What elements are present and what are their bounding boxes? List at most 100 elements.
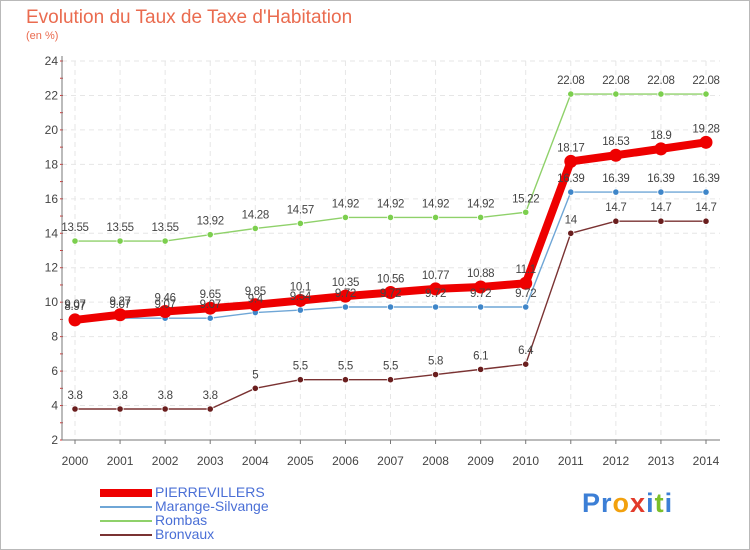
data-point <box>386 213 395 222</box>
data-label: 16.39 <box>692 173 719 185</box>
legend-label: PIERREVILLERS <box>155 484 265 500</box>
data-point <box>702 217 710 225</box>
data-point <box>477 365 485 373</box>
y-tick-label: 2 <box>51 433 58 447</box>
data-label: 3.8 <box>113 390 128 402</box>
logo-letter: x <box>630 488 647 518</box>
data-point <box>206 314 214 322</box>
data-point <box>522 208 530 216</box>
data-label: 14.7 <box>605 202 626 214</box>
x-tick-label: 2013 <box>648 454 675 468</box>
legend-label: Rombas <box>155 512 208 528</box>
data-point <box>612 217 620 225</box>
data-label: 14.92 <box>377 198 404 210</box>
data-point <box>206 231 214 239</box>
y-tick-label: 4 <box>51 399 58 413</box>
data-label: 9.07 <box>155 299 176 311</box>
data-label: 3.8 <box>203 390 218 402</box>
data-point <box>248 298 262 312</box>
data-label: 9.72 <box>335 288 356 300</box>
logo-letter: r <box>601 488 613 518</box>
data-point <box>609 148 623 162</box>
data-label: 18.9 <box>650 130 671 142</box>
data-point <box>519 276 533 290</box>
series-group <box>68 90 713 413</box>
y-tick-label: 22 <box>45 88 59 102</box>
data-point <box>567 90 575 98</box>
data-label: 14.92 <box>332 198 359 210</box>
data-label: 14.28 <box>242 209 269 221</box>
data-point <box>567 188 575 196</box>
data-label: 22.08 <box>647 75 674 87</box>
x-tick-label: 2008 <box>422 454 449 468</box>
data-label: 9.4 <box>248 294 264 306</box>
data-point <box>116 405 124 413</box>
data-label: 9.07 <box>64 299 85 311</box>
data-point <box>68 313 82 327</box>
data-point <box>386 376 395 384</box>
data-point <box>657 188 665 196</box>
chart-title: Evolution du Taux de Taxe d'Habitation <box>26 7 353 28</box>
legend-item: Marange-Silvange <box>100 498 360 514</box>
y-tick-label: 6 <box>51 364 58 378</box>
data-label: 5.5 <box>383 361 398 373</box>
data-point <box>431 303 440 311</box>
data-point <box>702 188 710 196</box>
chart-subtitle: (en %) <box>26 30 59 42</box>
data-point <box>71 237 79 245</box>
data-label: 9.85 <box>245 286 266 298</box>
legend-item: PIERREVILLERS <box>100 484 360 500</box>
data-label: 9.65 <box>200 289 221 301</box>
data-point <box>702 90 710 98</box>
data-label: 14.57 <box>287 204 314 216</box>
data-label: 5.5 <box>293 361 308 373</box>
legend-swatch <box>100 520 152 522</box>
data-label: 14.7 <box>695 202 716 214</box>
data-point <box>657 217 665 225</box>
data-point <box>116 237 124 245</box>
data-label: 9.72 <box>380 288 401 300</box>
data-label: 9.07 <box>109 299 130 311</box>
y-tick-label: 14 <box>45 226 59 240</box>
data-label: 16.39 <box>602 173 629 185</box>
data-point <box>384 286 397 300</box>
data-label: 19.28 <box>692 123 719 135</box>
x-tick-label: 2011 <box>558 454 584 468</box>
data-point <box>699 135 713 149</box>
data-point <box>206 405 214 413</box>
data-point <box>161 405 169 413</box>
data-point <box>296 306 304 314</box>
data-label: 9.72 <box>425 288 446 300</box>
data-point <box>612 90 620 98</box>
x-tick-label: 2006 <box>332 454 359 468</box>
data-label: 13.55 <box>152 222 179 234</box>
legend-label: Bronvaux <box>155 526 215 542</box>
x-tick-label: 2010 <box>512 454 539 468</box>
data-point <box>341 376 350 384</box>
data-label: 13.55 <box>61 222 88 234</box>
data-label: 11.1 <box>516 264 536 276</box>
logo-letter: i <box>646 488 655 518</box>
x-tick-label: 2002 <box>152 454 179 468</box>
data-point <box>612 188 620 196</box>
logo-letter: P <box>582 488 602 518</box>
data-point <box>429 282 443 296</box>
data-point <box>251 384 259 392</box>
y-tick-label: 12 <box>45 261 59 275</box>
data-labels: 13.55 13.55 13.55 13.92 14.28 14.57 14.92 14.92… <box>61 75 720 402</box>
legend: PIERREVILLERS Marange-Silvange Rombas Bronv… <box>100 484 360 542</box>
x-tick-label: 2007 <box>377 454 404 468</box>
data-point <box>522 360 530 368</box>
data-label: 14.92 <box>467 198 494 210</box>
legend-swatch <box>100 489 152 497</box>
data-point <box>431 213 440 222</box>
x-tick-label: 2000 <box>62 454 89 468</box>
data-point <box>474 280 488 294</box>
data-point <box>567 229 575 237</box>
data-label: 14.7 <box>650 202 671 214</box>
data-point <box>251 224 259 233</box>
data-label: 22.08 <box>557 75 584 87</box>
legend-item: Bronvaux <box>100 526 360 542</box>
logo-letter: o <box>612 488 631 518</box>
